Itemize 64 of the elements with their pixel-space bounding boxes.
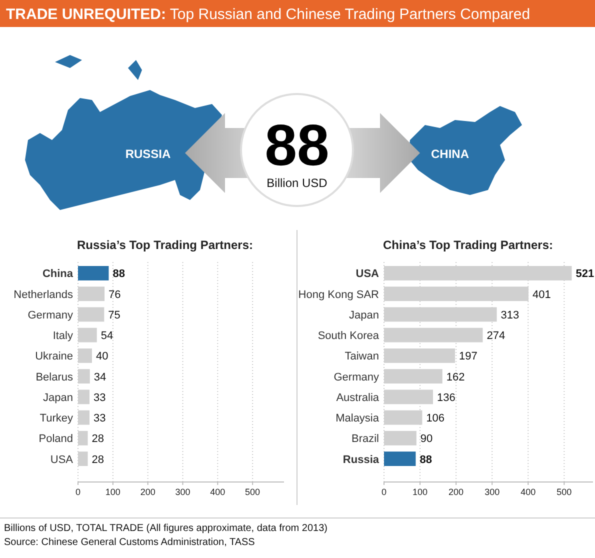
data-label: 162 <box>446 371 465 384</box>
data-label: 40 <box>96 350 108 363</box>
x-tick-label: 100 <box>412 487 428 497</box>
text: Top Russian and Chinese Trading Partners Compared <box>166 6 530 23</box>
y-tick-label: Russia <box>342 454 380 466</box>
y-tick-label: Poland <box>38 433 73 446</box>
text: CHINA <box>431 147 470 161</box>
bar <box>384 452 416 466</box>
y-tick-label: Netherlands <box>14 288 74 301</box>
data-label: 274 <box>486 330 506 342</box>
data-label: 54 <box>100 330 114 342</box>
y-tick-label: Germany <box>334 371 380 384</box>
data-label: 90 <box>420 433 433 446</box>
x-tick-label: 400 <box>210 487 226 497</box>
x-tick-label: 300 <box>484 487 500 497</box>
y-tick-label: Ukraine <box>35 350 73 363</box>
y-tick-label: USA <box>356 268 380 280</box>
y-tick-label: Brazil <box>351 433 379 446</box>
data-label: 28 <box>92 454 104 466</box>
y-tick-label: Italy <box>52 330 74 342</box>
y-tick-label: Taiwan <box>344 350 379 363</box>
x-tick-label: 0 <box>75 487 81 497</box>
source-note: Source: Chinese General Customs Administration, TASS <box>4 537 256 548</box>
x-tick-label: 500 <box>556 487 572 497</box>
y-tick-label: Germany <box>28 309 74 322</box>
data-label: 76 <box>108 288 121 301</box>
y-tick-label: Malaysia <box>336 412 380 425</box>
y-tick-label: USA <box>50 454 74 466</box>
x-tick-label: 200 <box>140 487 156 497</box>
data-label: 88 <box>112 268 125 280</box>
x-tick-label: 400 <box>520 487 536 497</box>
x-tick-label: 300 <box>175 487 190 497</box>
text: 88 <box>264 113 330 178</box>
chart-title: China’s Top Trading Partners: <box>382 238 554 252</box>
text: TRADE UNREQUITED: <box>6 6 166 23</box>
text: Billions of USD, TOTAL TRADE (All figures approximate, data from 2013) <box>4 523 328 534</box>
data-label: 401 <box>532 288 551 301</box>
data-label: 33 <box>94 412 106 425</box>
y-tick-label: South Korea <box>318 330 380 342</box>
y-tick-label: Turkey <box>40 412 74 425</box>
y-tick-label: Japan <box>349 309 379 322</box>
data-label: 33 <box>94 392 106 404</box>
data-label: 136 <box>437 392 456 404</box>
y-tick-label: Japan <box>43 392 73 404</box>
y-tick-label: China <box>42 268 74 280</box>
x-tick-label: 0 <box>381 487 387 497</box>
text: Billion USD <box>266 176 328 190</box>
x-tick-label: 500 <box>245 487 260 497</box>
data-label: 34 <box>94 371 106 384</box>
y-tick-label: Hong Kong SAR <box>298 288 380 301</box>
y-tick-label: Australia <box>336 392 380 404</box>
y-tick-label: Belarus <box>36 371 74 384</box>
data-label: 88 <box>420 454 432 466</box>
data-label: 106 <box>426 412 445 425</box>
data-label: 521 <box>576 268 594 280</box>
data-label: 313 <box>500 309 520 322</box>
data-label: 197 <box>458 350 478 363</box>
x-tick-label: 100 <box>105 487 120 497</box>
chart-title: Russia’s Top Trading Partners: <box>76 238 254 252</box>
text: RUSSIA <box>125 147 171 161</box>
x-tick-label: 200 <box>448 487 464 497</box>
data-label: 75 <box>108 309 120 322</box>
bar <box>78 266 109 280</box>
data-label: 28 <box>92 433 104 446</box>
